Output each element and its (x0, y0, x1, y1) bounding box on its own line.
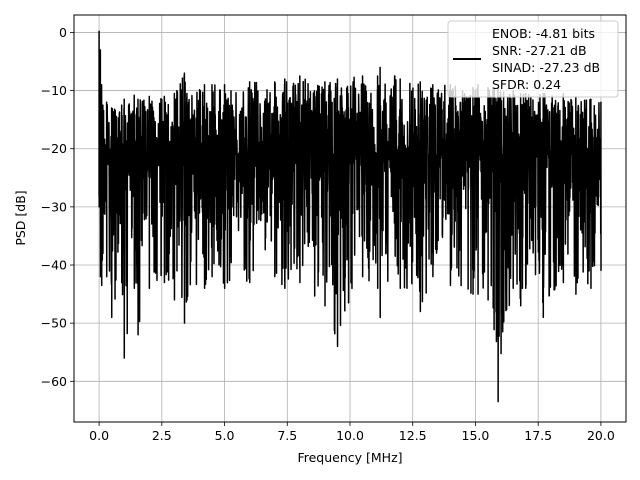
x-tick-label: 12.5 (399, 428, 427, 443)
psd-series-line (98, 30, 602, 403)
legend-text-snr: SNR: -27.21 dB (492, 43, 587, 58)
legend-text-sfdr: SFDR: 0.24 (492, 77, 561, 92)
legend: ENOB: -4.81 bits SNR: -27.21 dB SINAD: -… (447, 20, 619, 98)
y-tick-label: −10 (41, 83, 67, 98)
x-tick-label: 20.0 (587, 428, 615, 443)
x-axis: 0.0 2.5 5.0 7.5 10.0 12.5 15.0 17.5 20.0 (89, 422, 615, 443)
y-tick-label: −40 (41, 258, 67, 273)
y-tick-label: 0 (59, 25, 67, 40)
x-tick-label: 10.0 (336, 428, 364, 443)
y-tick-label: −50 (41, 316, 67, 331)
legend-text-enob: ENOB: -4.81 bits (492, 26, 595, 41)
y-tick-label: −20 (41, 141, 67, 156)
x-tick-label: 15.0 (462, 428, 490, 443)
x-tick-label: 0.0 (89, 428, 109, 443)
series-layer (98, 30, 602, 403)
legend-box (447, 20, 619, 98)
y-axis-label: PSD [dB] (13, 190, 28, 245)
y-tick-label: −60 (41, 374, 67, 389)
x-tick-label: 7.5 (277, 428, 297, 443)
x-axis-label: Frequency [MHz] (297, 450, 402, 465)
x-tick-label: 2.5 (152, 428, 172, 443)
x-tick-label: 17.5 (524, 428, 552, 443)
y-axis: 0 −10 −20 −30 −40 −50 −60 (41, 25, 74, 389)
legend-text-sinad: SINAD: -27.23 dB (492, 60, 600, 75)
x-tick-label: 5.0 (215, 428, 235, 443)
y-tick-label: −30 (41, 199, 67, 214)
